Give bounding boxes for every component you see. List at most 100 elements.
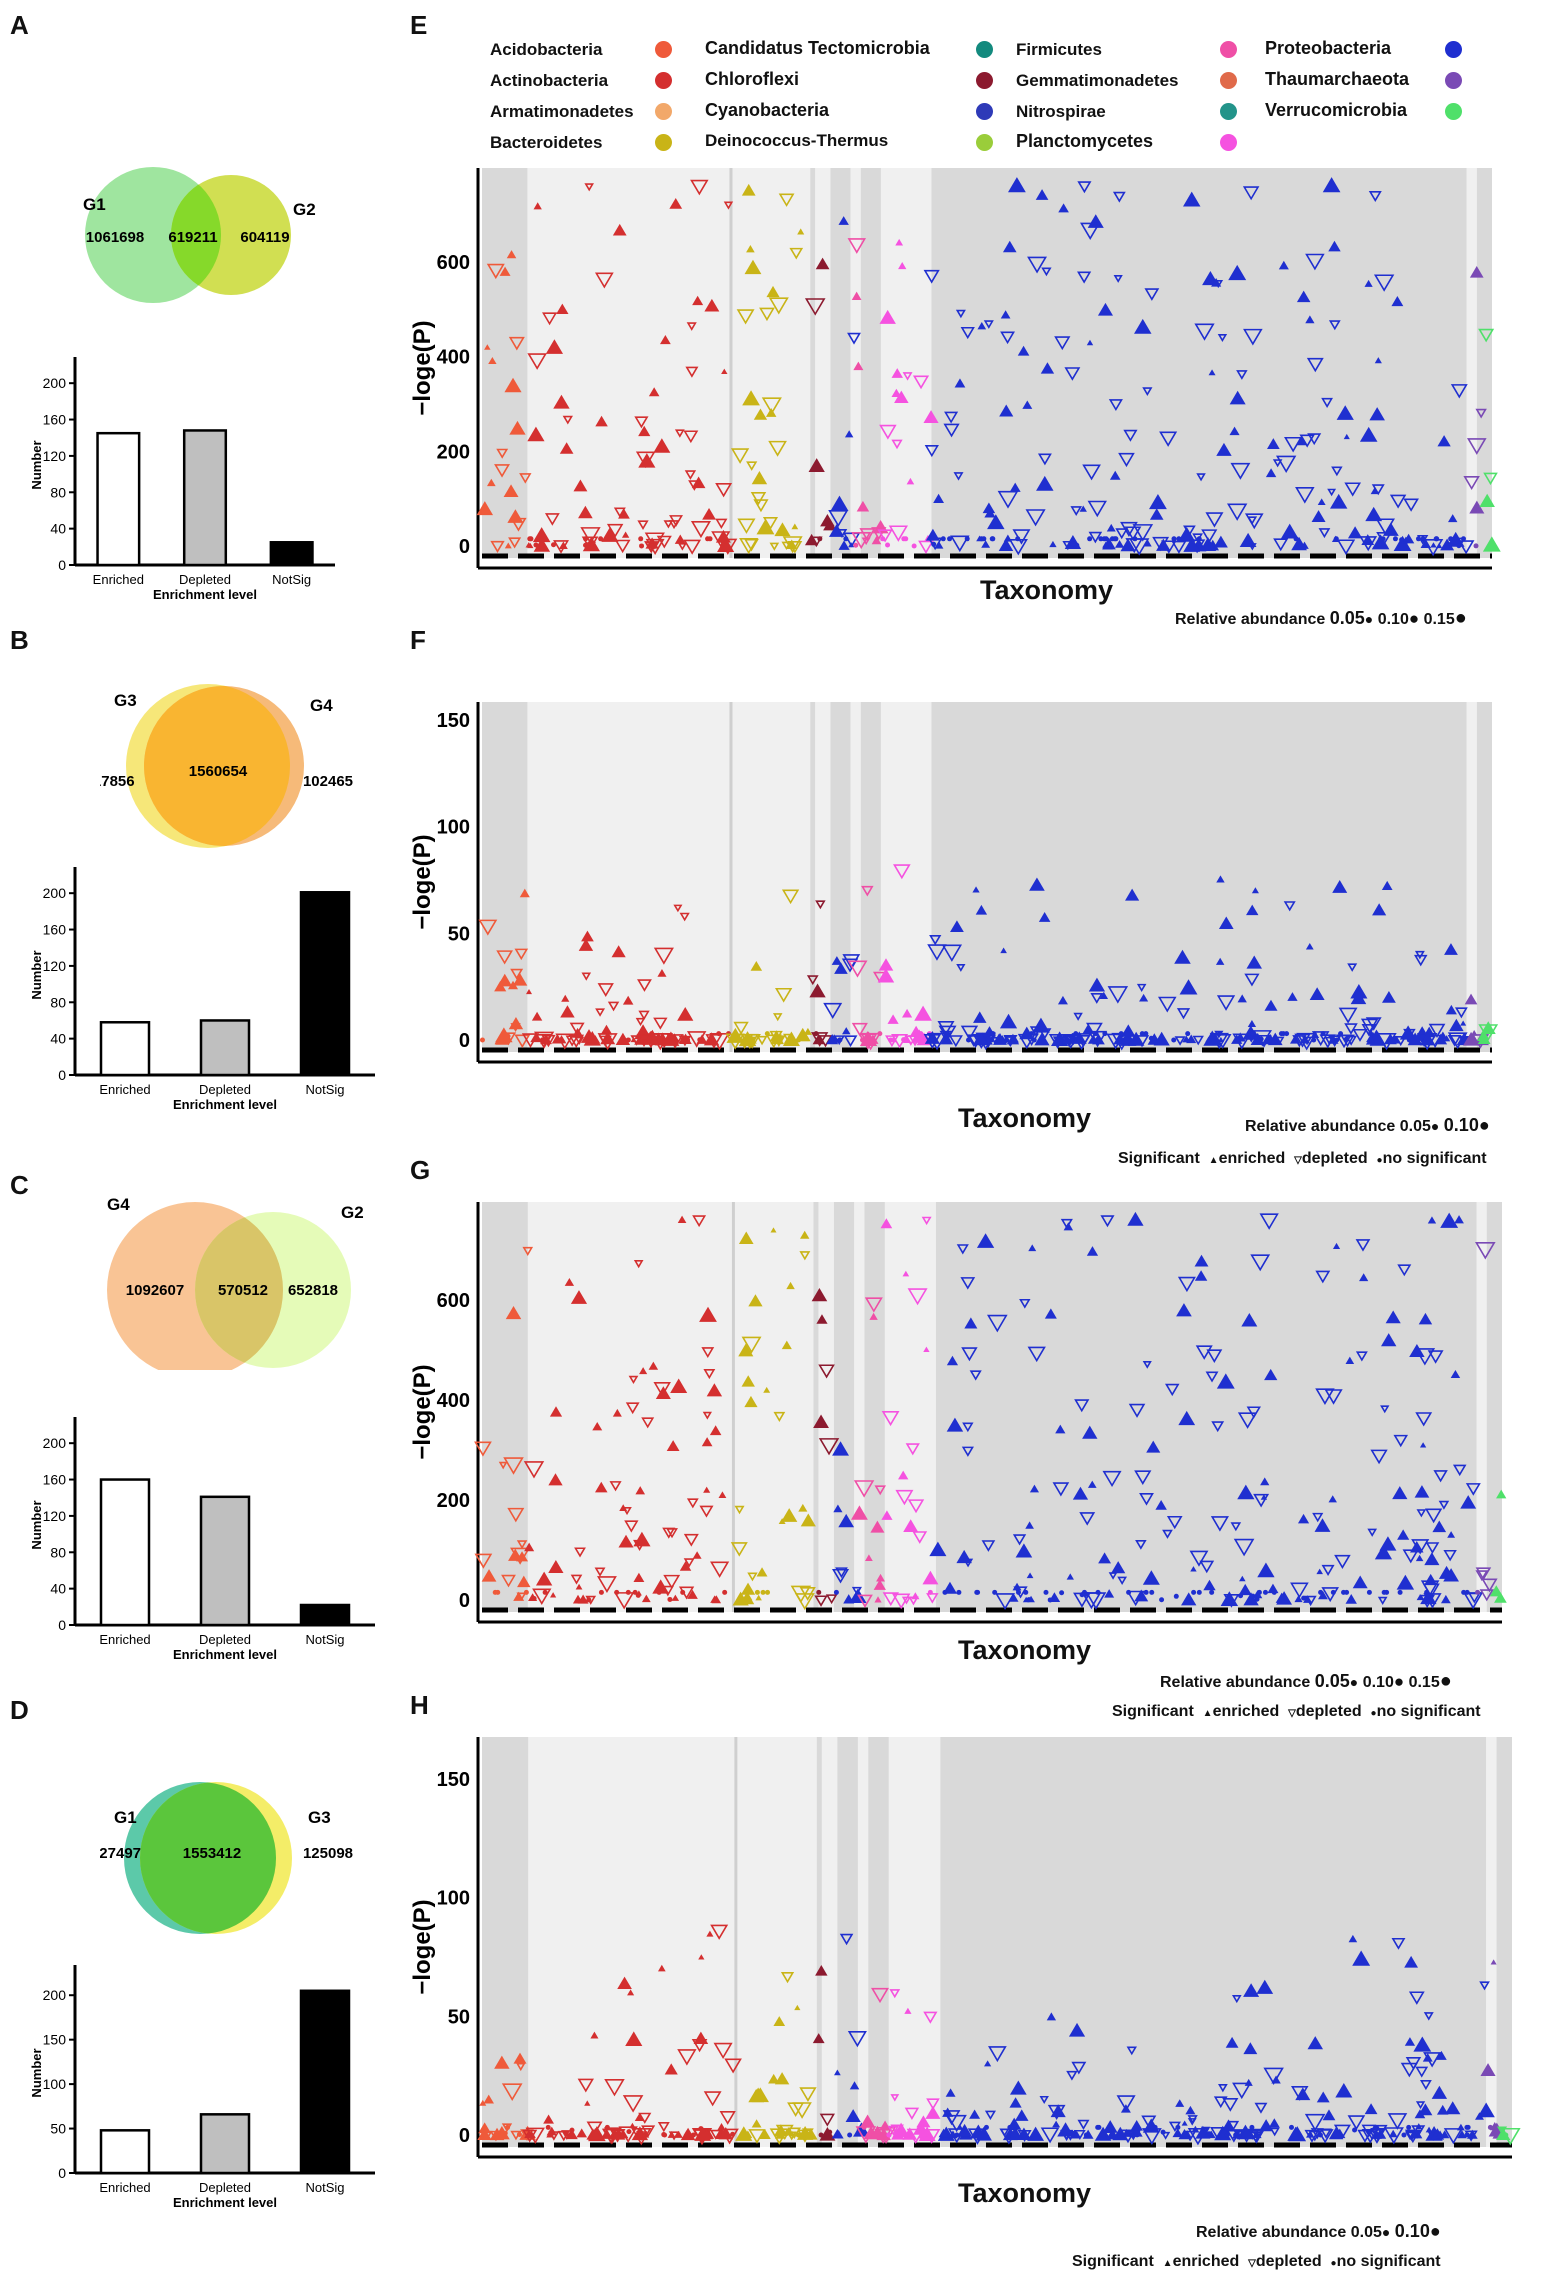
enriched-point — [1086, 339, 1094, 346]
depleted-point — [533, 1031, 555, 1049]
taxon-band — [860, 168, 881, 558]
enriched-point — [1130, 2120, 1143, 2131]
depleted-point — [1177, 1276, 1196, 1293]
enriched-point — [1017, 345, 1030, 356]
enriched-point — [925, 528, 940, 541]
nonsignificant-point — [1043, 1589, 1049, 1595]
depleted-point — [874, 1485, 886, 1496]
depleted-point — [851, 532, 872, 550]
enriched-point — [1440, 538, 1455, 551]
depleted-point — [1086, 1022, 1103, 1038]
relative-abundance-legend-e: Relative abundance 0.05● 0.10● 0.15● — [1175, 607, 1467, 629]
taxon-band — [729, 702, 733, 1052]
venn-left-only-count: 1061698 — [86, 229, 144, 246]
enriched-point — [1336, 405, 1354, 420]
depleted-point — [1141, 2128, 1162, 2146]
venn-diagram-b: G3 G4 117856 1560654 102465 — [100, 684, 353, 848]
nonsignificant-point — [1397, 1589, 1403, 1595]
enriched-point — [973, 1011, 987, 1023]
enriched-point — [1181, 1592, 1197, 1606]
panel-letter-d: D — [10, 1695, 29, 1725]
depleted-point — [691, 2038, 708, 2053]
enriched-point — [1099, 991, 1109, 999]
depleted-point — [1135, 1539, 1147, 1550]
depleted-point — [1128, 1403, 1146, 1418]
enriched-point — [843, 1594, 855, 1604]
depleted-point — [1290, 2086, 1309, 2101]
depleted-point — [653, 947, 674, 965]
nonsignificant-point — [861, 2124, 867, 2130]
enriched-point — [1450, 1369, 1461, 1379]
enriched-point — [1389, 1034, 1400, 1044]
depleted-point — [1126, 1590, 1145, 1607]
bar-enriched — [96, 431, 141, 567]
depleted-point — [703, 1369, 716, 1380]
depleted-point — [677, 2049, 697, 2066]
enriched-point — [781, 1508, 798, 1522]
x-axis-label-f: Taxonomy — [958, 1103, 1092, 1133]
enriched-point — [1365, 506, 1383, 522]
depleted-point — [1081, 1592, 1102, 1610]
depleted-point — [636, 1034, 652, 1048]
taxon-band — [884, 1202, 936, 1612]
enriched-point — [1413, 2036, 1432, 2052]
depleted-point — [638, 1010, 650, 1021]
enriched-point — [517, 1575, 531, 1588]
legend-label: Cyanobacteria — [705, 100, 830, 120]
enriched-point — [1185, 2105, 1196, 2115]
depleted-point — [503, 1457, 524, 1475]
depleted-point — [508, 537, 522, 549]
enriched-point — [1265, 468, 1277, 478]
enriched-point — [1172, 2128, 1183, 2138]
taxon-band — [850, 168, 861, 558]
enriched-point — [1322, 2109, 1336, 2121]
depleted-point — [1252, 1030, 1273, 1047]
depleted-point — [603, 2127, 622, 2143]
enriched-point — [848, 542, 855, 548]
enriched-point — [946, 1355, 959, 1366]
enriched-point — [1046, 2012, 1057, 2021]
nonsignificant-point — [1134, 2132, 1140, 2138]
taxon-band — [821, 1737, 838, 2147]
bar-notsig — [299, 891, 351, 1077]
depleted-point — [496, 448, 509, 459]
depleted-point — [607, 1001, 620, 1012]
manhattan-plot-g: 0 200 400 600 −loge(P) — [410, 1202, 1507, 1624]
depleted-point — [633, 1539, 647, 1551]
enriched-point — [548, 1560, 564, 1574]
depleted-point — [724, 2058, 742, 2074]
depleted-point — [889, 1989, 901, 1999]
legend-swatch — [655, 103, 672, 120]
depleted-point — [861, 885, 874, 897]
depleted-point — [836, 528, 848, 538]
depleted-point — [1070, 506, 1083, 517]
depleted-point — [1160, 2131, 1171, 2140]
taxon-band — [940, 1737, 1487, 2147]
taxon-band — [888, 1737, 941, 2147]
enriched-point — [1444, 943, 1458, 955]
y-tick-label: 50 — [448, 923, 470, 945]
enriched-point — [527, 542, 534, 549]
enriched-point — [1305, 315, 1315, 324]
enriched-point — [494, 1033, 507, 1045]
depleted-point — [1157, 996, 1177, 1013]
enriched-point — [755, 1594, 762, 1601]
enriched-point — [548, 1473, 563, 1486]
enriched-point — [612, 223, 627, 236]
depleted-point — [1371, 484, 1385, 496]
enriched-point — [1178, 2128, 1191, 2140]
y-tick-label: 120 — [43, 958, 67, 974]
enriched-point — [710, 1595, 720, 1603]
enriched-point — [1000, 947, 1007, 954]
enriched-point — [1266, 438, 1280, 449]
depleted-point — [1116, 2095, 1136, 2112]
nonsignificant-point — [505, 2124, 511, 2130]
enriched-point — [870, 1520, 885, 1533]
enriched-point — [550, 1592, 557, 1598]
venn-left-label: G4 — [107, 1195, 130, 1214]
taxon-band — [864, 1202, 885, 1612]
enriched-point — [1181, 2120, 1188, 2126]
enriched-point — [786, 539, 798, 549]
nonsignificant-point — [880, 536, 886, 542]
enriched-point — [476, 501, 494, 516]
